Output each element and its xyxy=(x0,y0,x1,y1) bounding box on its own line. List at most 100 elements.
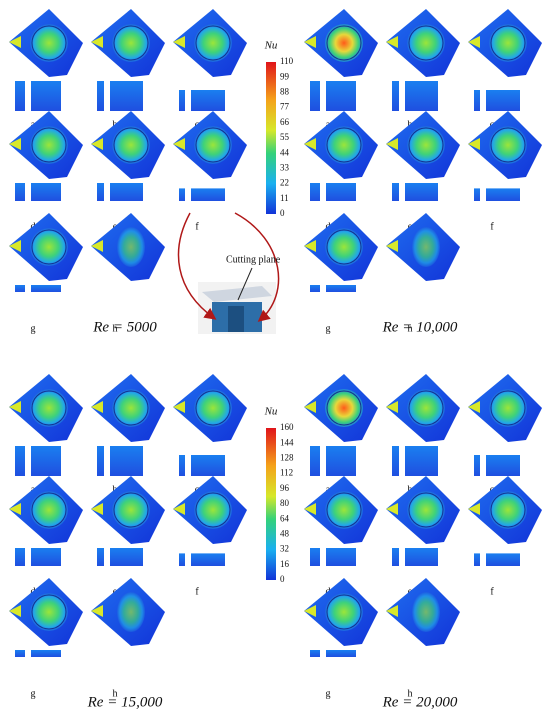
hot-spot xyxy=(325,389,363,427)
re-label: Re = 15,000 xyxy=(87,694,163,710)
block-right xyxy=(31,285,61,292)
panel-label: f xyxy=(195,221,199,232)
block-right xyxy=(31,183,61,201)
ring xyxy=(31,492,67,528)
colorbar-tick: 160 xyxy=(280,422,294,432)
block-left xyxy=(15,446,25,476)
hot-spot xyxy=(325,593,363,631)
colorbar-tick: 0 xyxy=(280,208,285,218)
ring xyxy=(195,492,231,528)
block-left xyxy=(15,285,25,292)
contour-panel xyxy=(468,476,542,566)
hot-spot xyxy=(112,126,150,164)
hot-spot xyxy=(194,126,232,164)
block-left xyxy=(179,90,185,111)
hot-spot xyxy=(407,24,445,62)
colorbar-title: Nu xyxy=(264,406,278,418)
ring xyxy=(195,390,231,426)
hot-spot xyxy=(412,227,440,267)
contour-panel xyxy=(386,374,460,476)
jet-tip xyxy=(91,605,103,617)
ring xyxy=(490,25,526,61)
colorbar-tick: 64 xyxy=(280,513,290,523)
ring xyxy=(326,492,362,528)
jet-tip xyxy=(386,605,398,617)
colorbar-tick: 32 xyxy=(280,544,289,554)
jet-tip xyxy=(9,138,21,150)
jet-tip xyxy=(91,36,103,48)
contour-panel xyxy=(304,111,378,201)
panel-label: h xyxy=(113,688,118,699)
panel-label: h xyxy=(113,323,118,334)
jet-tip xyxy=(91,240,103,252)
annotation: Cutting plane xyxy=(226,254,281,265)
block-right xyxy=(326,548,356,566)
block-left xyxy=(310,548,320,566)
contour-panel xyxy=(9,578,83,657)
block-left xyxy=(179,188,185,201)
block-left xyxy=(15,183,25,201)
ring xyxy=(490,390,526,426)
jet-tip xyxy=(91,503,103,515)
jet-tip xyxy=(173,503,185,515)
cutting-plane-sketch xyxy=(177,212,280,334)
jet-tip xyxy=(386,36,398,48)
hot-spot xyxy=(112,24,150,62)
block-right xyxy=(326,446,356,476)
block-left xyxy=(392,446,399,476)
block-left xyxy=(179,553,185,566)
block-left xyxy=(15,81,25,111)
block-right xyxy=(31,446,61,476)
ring xyxy=(195,25,231,61)
hot-spot xyxy=(489,126,527,164)
colorbar-tick: 48 xyxy=(280,528,290,538)
jet-tip xyxy=(91,401,103,413)
contour-panel xyxy=(304,9,378,111)
contour-panel xyxy=(386,9,460,111)
block-right xyxy=(191,455,225,476)
hot-spot xyxy=(412,592,440,632)
block-left xyxy=(474,553,480,566)
contour-panel xyxy=(386,476,460,566)
ring xyxy=(408,492,444,528)
hot-spot xyxy=(407,491,445,529)
block-left xyxy=(474,455,480,476)
colorbar-tick: 66 xyxy=(280,117,290,127)
block-right xyxy=(31,650,61,657)
colorbar-tick: 0 xyxy=(280,574,285,584)
block-right xyxy=(486,553,520,566)
jet-tip xyxy=(91,138,103,150)
block-right xyxy=(486,188,520,201)
block-left xyxy=(310,446,320,476)
ring xyxy=(113,390,149,426)
colorbar-tick: 16 xyxy=(280,559,290,569)
colorbar-tick: 110 xyxy=(280,56,294,66)
block-left xyxy=(310,650,320,657)
ring xyxy=(408,25,444,61)
block-left xyxy=(392,81,399,111)
block-right xyxy=(110,446,143,476)
contour-panel xyxy=(9,9,83,111)
block-right xyxy=(110,183,143,201)
colorbar-tick: 99 xyxy=(280,71,290,81)
jet-tip xyxy=(386,401,398,413)
contour-panel xyxy=(468,111,542,201)
ring xyxy=(31,390,67,426)
contour-panel xyxy=(468,9,542,111)
colorbar-tick: 44 xyxy=(280,147,290,157)
jet-tip xyxy=(173,36,185,48)
hot-spot xyxy=(489,389,527,427)
ring xyxy=(326,127,362,163)
colorbar-tick: 11 xyxy=(280,193,289,203)
block-left xyxy=(97,183,104,201)
jet-tip xyxy=(9,503,21,515)
hot-spot xyxy=(117,592,145,632)
block-left xyxy=(310,183,320,201)
hot-spot xyxy=(489,491,527,529)
contour-panel xyxy=(173,111,247,201)
colorbar-tick: 55 xyxy=(280,132,290,142)
jet-tip xyxy=(9,36,21,48)
block-right xyxy=(326,183,356,201)
contour-panel xyxy=(173,9,247,111)
